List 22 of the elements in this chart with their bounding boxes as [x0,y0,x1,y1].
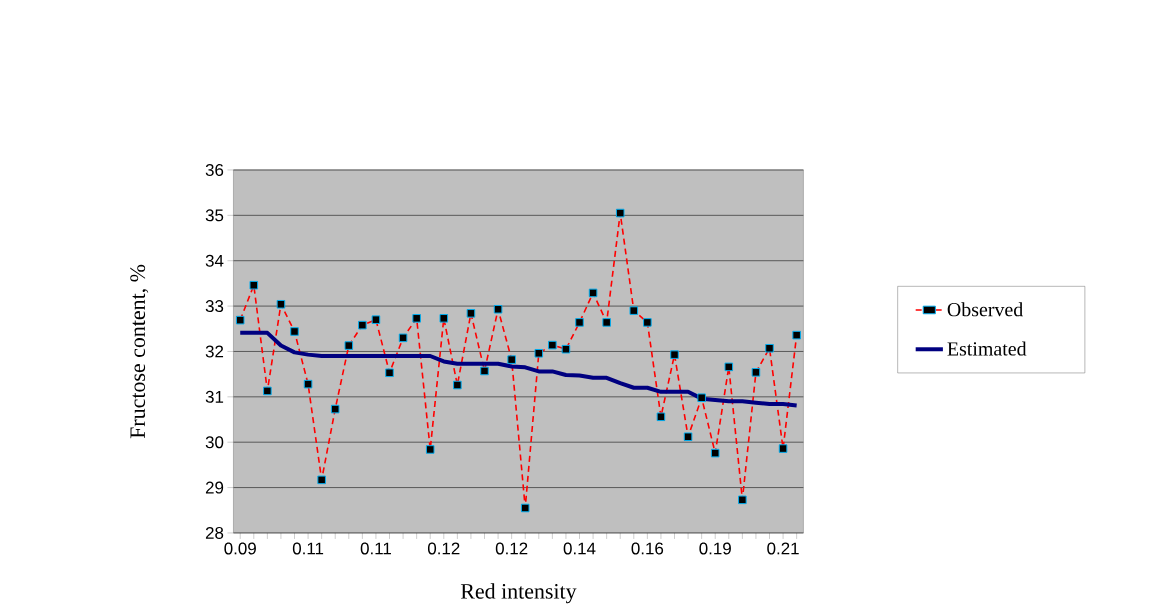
x-tick-label: 0.14 [563,542,596,555]
x-axis-title: Red intensity [460,583,577,604]
x-tick-label: 0.12 [427,542,460,555]
y-tick-label: 33 [205,300,224,313]
legend-label: Estimated [947,341,1027,356]
y-tick-label: 31 [205,390,224,403]
y-tick-label: 32 [205,345,224,358]
x-tick-label: 0.12 [495,542,528,555]
y-tick-label: 28 [205,526,224,539]
x-tick-label: 0.11 [360,542,391,555]
x-tick-label: 0.09 [224,542,256,555]
x-tick-label: 0.19 [699,542,731,555]
y-tick-label: 36 [205,163,224,176]
y-tick-label: 29 [205,481,224,494]
x-tick-label: 0.16 [631,542,664,555]
x-tick-label: 0.11 [292,542,324,555]
y-tick-label: 34 [205,254,224,267]
legend-label: Observed [947,302,1023,317]
y-tick-label: 35 [205,209,224,222]
x-tick-label: 0.21 [767,542,799,555]
y-tick-label: 30 [205,436,224,449]
y-axis-title: Fructose content, % [130,264,149,439]
